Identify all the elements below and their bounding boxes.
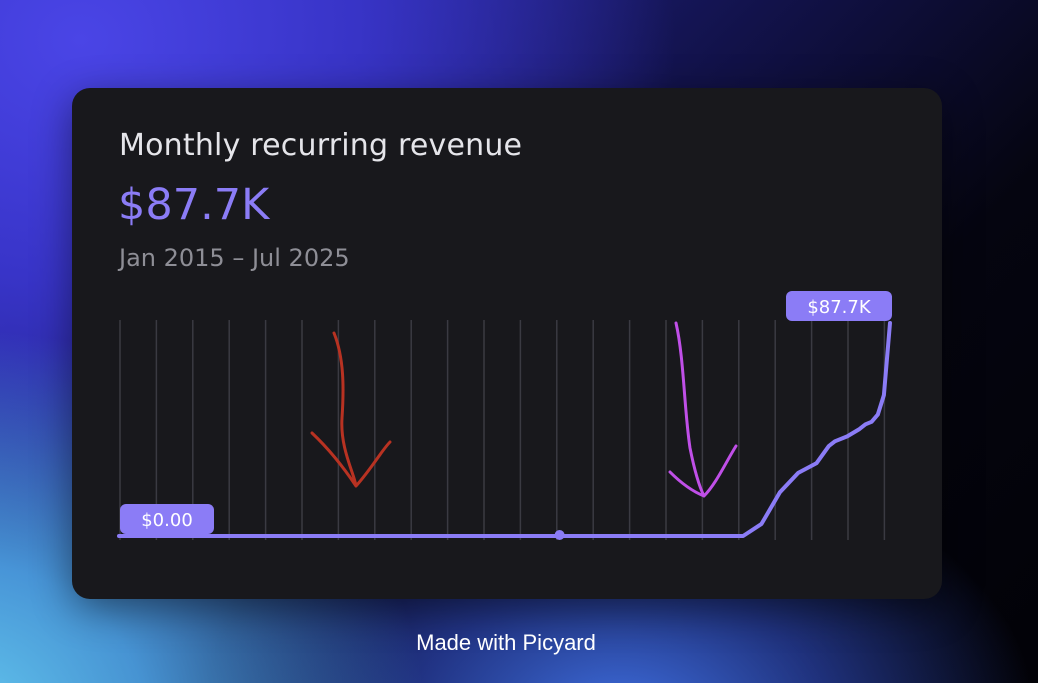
date-range: Jan 2015 – Jul 2025 bbox=[119, 244, 350, 272]
start-value-badge: $0.00 bbox=[120, 504, 214, 534]
card-title: Monthly recurring revenue bbox=[119, 128, 523, 163]
annotations bbox=[310, 321, 738, 498]
mrr-card: Monthly recurring revenue $87.7K Jan 201… bbox=[72, 88, 942, 599]
end-value-badge: $87.7K bbox=[786, 291, 892, 321]
red-arrow-annotation bbox=[310, 331, 392, 488]
footer-watermark: Made with Picyard bbox=[416, 630, 596, 655]
start-value-label: $0.00 bbox=[141, 510, 193, 531]
current-value: $87.7K bbox=[118, 180, 270, 230]
annotation-point-marker bbox=[554, 530, 565, 540]
mrr-line-chart: $0.00 $87.7K bbox=[117, 291, 892, 540]
series-line bbox=[117, 321, 892, 538]
purple-arrow-annotation bbox=[668, 321, 738, 498]
end-value-label: $87.7K bbox=[807, 297, 872, 318]
gridlines bbox=[119, 320, 886, 540]
